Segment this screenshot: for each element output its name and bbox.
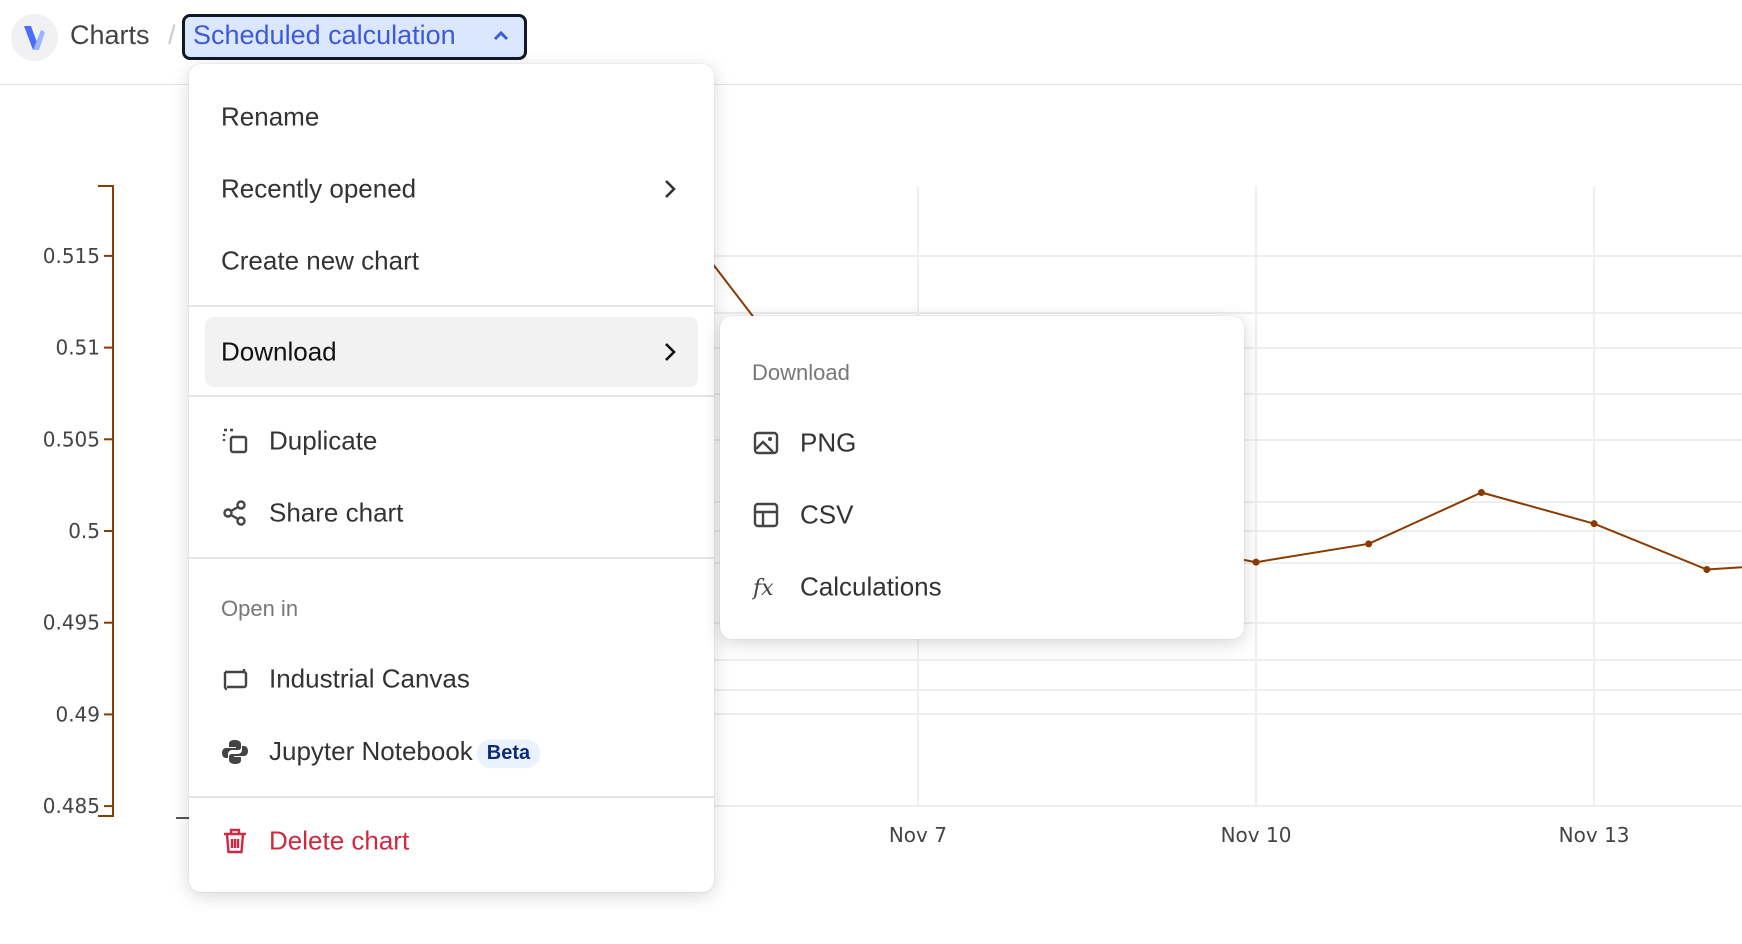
label: Industrial Canvas (269, 663, 470, 694)
label: Create new chart (221, 245, 419, 276)
label: Download (221, 336, 337, 367)
menu-item-delete-chart[interactable]: Delete chart (189, 808, 714, 874)
y-axis-line[interactable] (98, 185, 114, 817)
chevron-right-icon (665, 343, 676, 361)
label: Duplicate (269, 425, 378, 456)
submenu-header: Download (752, 360, 850, 385)
label: Jupyter Notebook Beta (269, 736, 541, 768)
image-icon (753, 431, 779, 455)
beta-badge: Beta (476, 738, 541, 768)
download-submenu: Download PNG CSV fx Calculations (720, 316, 1244, 639)
x-tick-label: Nov 7 (889, 823, 947, 847)
download-png[interactable]: PNG (720, 410, 1244, 476)
app-logo[interactable] (11, 14, 58, 61)
open-in-header: Open in (221, 596, 299, 621)
breadcrumb-separator: / (168, 20, 176, 50)
menu-item-create-new-chart[interactable]: Create new chart (189, 228, 714, 294)
data-point[interactable] (1477, 488, 1485, 496)
y-tick-label: 0.505 (43, 427, 100, 451)
y-tick-label: 0.495 (43, 611, 100, 635)
divider (189, 557, 714, 559)
chart-menu: Rename Recently opened Create new chart … (189, 64, 714, 892)
label: CSV (800, 499, 854, 530)
divider (189, 395, 714, 397)
y-tick-label: 0.51 (55, 336, 100, 360)
data-point[interactable] (1703, 566, 1711, 574)
data-point[interactable] (1365, 540, 1373, 548)
table-icon (753, 502, 779, 528)
y-tick-label: 0.485 (43, 794, 100, 818)
y-tick-label: 0.49 (55, 702, 100, 726)
label: Delete chart (269, 825, 410, 856)
python-icon (222, 740, 248, 764)
svg-text:fx: fx (752, 576, 774, 601)
label: PNG (800, 427, 857, 458)
divider (189, 796, 714, 798)
menu-item-download[interactable]: Download (205, 317, 698, 387)
menu-item-duplicate[interactable]: Duplicate (189, 408, 714, 474)
x-tick-label: Nov 10 (1221, 823, 1292, 847)
data-point[interactable] (1252, 558, 1260, 566)
menu-item-industrial-canvas[interactable]: Industrial Canvas (189, 646, 714, 712)
chevron-up-icon (493, 30, 509, 41)
download-csv[interactable]: CSV (720, 482, 1244, 548)
breadcrumb-charts[interactable]: Charts (70, 20, 150, 50)
chart-title-dropdown[interactable]: Scheduled calculation (182, 14, 527, 60)
share-icon (223, 500, 246, 526)
data-point[interactable] (1590, 520, 1598, 528)
canvas-icon (223, 669, 248, 691)
menu-item-share-chart[interactable]: Share chart (189, 480, 714, 546)
divider (189, 305, 714, 307)
label: Recently opened (221, 173, 417, 204)
menu-item-recently-opened[interactable]: Recently opened (189, 156, 714, 222)
chevron-right-icon (665, 180, 676, 198)
chart-title: Scheduled calculation (193, 20, 456, 50)
duplicate-icon (222, 428, 248, 454)
trash-icon (224, 828, 246, 854)
function-icon: fx (752, 576, 774, 601)
header-divider (0, 84, 1742, 85)
label: Calculations (800, 571, 942, 602)
x-tick-label: Nov 13 (1559, 823, 1630, 847)
jupyter-label: Jupyter Notebook (269, 736, 473, 767)
menu-item-rename[interactable]: Rename (189, 84, 714, 150)
label: Rename (221, 101, 320, 132)
logo-icon (24, 26, 45, 50)
y-tick-label: 0.515 (43, 244, 100, 268)
menu-item-jupyter-notebook[interactable]: Jupyter Notebook Beta (189, 719, 714, 785)
download-calculations[interactable]: fx Calculations (720, 554, 1244, 620)
label: Share chart (269, 497, 404, 528)
y-tick-label: 0.5 (68, 519, 100, 543)
